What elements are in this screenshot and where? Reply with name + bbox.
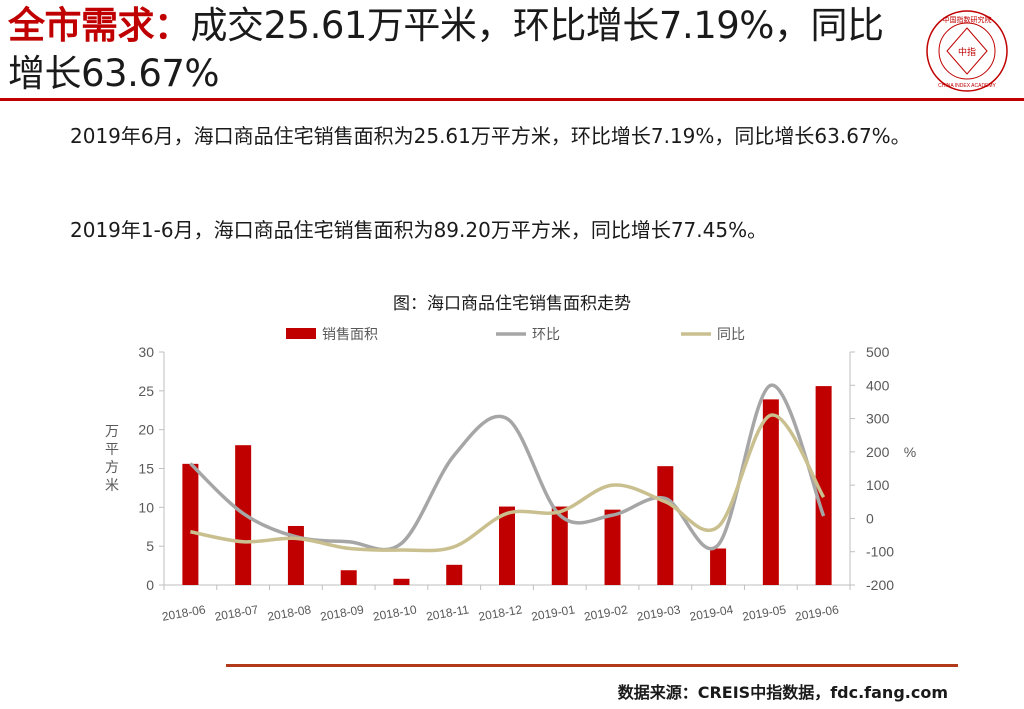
title-text: 成交25.61万平米，环比增长7.19%，同比增长63.67% xyxy=(8,4,884,95)
x-tick-label: 2019-04 xyxy=(688,602,734,623)
bar-2018-08 xyxy=(287,525,304,585)
title-highlight: 全市需求： xyxy=(8,4,191,47)
logo-bottom-text: CHINA INDEX ACADEMY xyxy=(938,83,996,89)
page-title: 全市需求：成交25.61万平米，环比增长7.19%，同比增长63.67% xyxy=(8,2,908,98)
y2-tick-label: 0 xyxy=(866,510,874,526)
title-divider xyxy=(0,98,1024,101)
y-tick-label: 15 xyxy=(138,461,154,477)
x-tick-label: 2018-11 xyxy=(425,602,470,623)
bar-2019-04 xyxy=(710,548,727,585)
bar-2019-05 xyxy=(762,399,779,585)
footer-divider xyxy=(226,664,958,667)
y-axis-label-char: 平 xyxy=(105,441,119,457)
x-tick-label: 2018-10 xyxy=(372,602,418,623)
x-tick-label: 2018-12 xyxy=(477,602,523,623)
bar-2018-09 xyxy=(340,570,357,585)
paragraph-1-text: 2019年6月，海口商品住宅销售面积为25.61万平方米，环比增长7.19%，同… xyxy=(70,124,911,148)
x-tick-label: 2019-03 xyxy=(636,602,682,623)
y2-tick-label: 400 xyxy=(866,377,890,393)
x-tick-label: 2018-06 xyxy=(161,602,207,623)
y-tick-label: 0 xyxy=(146,577,154,593)
paragraph-2: 2019年1-6月，海口商品住宅销售面积为89.20万平方米，同比增长77.45… xyxy=(0,210,1010,250)
legend-label: 同比 xyxy=(717,326,745,342)
y2-axis-label: % xyxy=(904,444,916,460)
y2-tick-label: 200 xyxy=(866,444,890,460)
y-tick-label: 30 xyxy=(138,344,154,360)
bar-2018-12 xyxy=(499,506,515,585)
x-tick-label: 2018-07 xyxy=(214,602,260,623)
y2-tick-label: 500 xyxy=(866,344,890,360)
line-series-同比 xyxy=(190,413,826,553)
x-tick-label: 2019-05 xyxy=(741,602,787,623)
y-axis-label-char: 米 xyxy=(105,477,119,493)
bar-2018-10 xyxy=(393,578,410,585)
x-tick-label: 2019-06 xyxy=(794,602,840,623)
bar-2019-06 xyxy=(815,386,832,585)
x-tick-label: 2019-02 xyxy=(583,602,629,623)
y-axis-label-char: 方 xyxy=(105,459,119,475)
y-tick-label: 10 xyxy=(138,499,154,515)
legend-label: 环比 xyxy=(532,326,560,342)
bar-2018-11 xyxy=(446,564,463,585)
bar-2019-01 xyxy=(551,506,568,585)
china-index-academy-logo: 中国指数研究院 中指 CHINA INDEX ACADEMY xyxy=(926,10,1008,92)
y2-tick-label: 100 xyxy=(866,477,890,493)
y2-tick-label: -100 xyxy=(866,544,894,560)
sales-area-chart: 0 5 10 15 20 25 30 -200 -100 0 100 200 300 400 500 万平方米… xyxy=(105,326,916,624)
logo-center-text: 中指 xyxy=(958,46,976,57)
chart-caption: 图：海口商品住宅销售面积走势 xyxy=(393,294,631,314)
source-note: 数据来源：CREIS中指数据，fdc.fang.com xyxy=(617,683,948,702)
logo-top-text: 中国指数研究院 xyxy=(943,15,992,24)
y-tick-label: 5 xyxy=(146,538,154,554)
y-tick-label: 20 xyxy=(138,422,154,438)
paragraph-2-text: 2019年1-6月，海口商品住宅销售面积为89.20万平方米，同比增长77.45… xyxy=(70,218,768,242)
legend-label: 销售面积 xyxy=(322,326,378,342)
x-tick-label: 2018-08 xyxy=(266,602,312,623)
bar-2018-06 xyxy=(182,463,199,585)
y2-tick-label: 300 xyxy=(866,411,890,427)
bar-2019-03 xyxy=(657,466,674,585)
x-tick-label: 2019-01 xyxy=(530,602,576,623)
y2-tick-label: -200 xyxy=(866,577,894,593)
paragraph-1: 2019年6月，海口商品住宅销售面积为25.61万平方米，环比增长7.19%，同… xyxy=(0,116,1010,156)
y-axis-label-char: 万 xyxy=(105,423,119,439)
x-tick-label: 2018-09 xyxy=(319,602,365,623)
y-tick-label: 25 xyxy=(138,383,154,399)
bar-2019-02 xyxy=(604,509,621,585)
legend-swatch xyxy=(286,328,316,339)
